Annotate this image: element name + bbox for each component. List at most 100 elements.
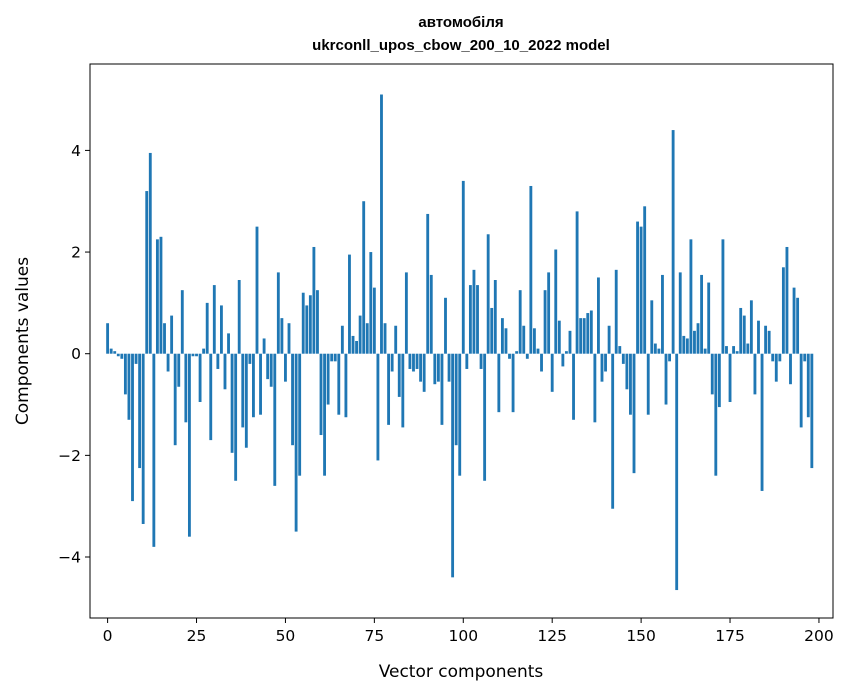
bar — [529, 185, 533, 354]
bar — [316, 290, 319, 354]
bar — [134, 353, 138, 364]
bar — [355, 341, 358, 354]
bar — [209, 353, 213, 441]
bar — [180, 290, 184, 354]
bar — [792, 287, 796, 354]
bar — [312, 246, 316, 354]
bar — [689, 239, 693, 354]
bar — [198, 353, 202, 402]
bar — [291, 353, 294, 446]
bar — [266, 353, 270, 380]
bar — [433, 353, 437, 385]
bar — [234, 353, 238, 481]
bar — [732, 346, 736, 354]
bar — [216, 353, 220, 369]
bar — [401, 353, 405, 428]
x-tick-label: 100 — [448, 627, 478, 645]
bar — [799, 353, 803, 428]
bar — [764, 325, 768, 354]
bar — [337, 353, 341, 415]
bar — [223, 353, 227, 390]
bar — [280, 318, 284, 354]
bar — [810, 353, 814, 469]
x-tick-label: 175 — [715, 627, 745, 645]
bar — [604, 353, 607, 372]
bar — [255, 226, 259, 354]
bar — [575, 211, 579, 354]
bar — [693, 330, 696, 354]
bar — [661, 274, 664, 354]
bar — [187, 353, 191, 537]
bar — [454, 353, 458, 446]
bar — [287, 323, 291, 354]
bar — [212, 285, 216, 354]
bar — [490, 307, 494, 354]
bar — [138, 353, 142, 469]
bar — [557, 320, 561, 354]
bar — [550, 353, 554, 392]
bar — [796, 297, 800, 354]
bar — [742, 315, 746, 354]
bar — [145, 191, 149, 354]
bar — [682, 335, 686, 354]
bar — [774, 353, 778, 382]
bar — [202, 348, 206, 354]
bar — [408, 353, 412, 369]
bar — [369, 252, 373, 354]
bar — [415, 353, 419, 369]
bar — [376, 353, 380, 461]
bar — [426, 213, 430, 354]
bar — [458, 353, 462, 476]
x-tick-label: 75 — [364, 627, 384, 645]
bar — [803, 353, 807, 362]
bar — [515, 351, 519, 354]
y-tick-label: 0 — [71, 345, 81, 363]
bar — [166, 353, 170, 372]
bar — [497, 353, 501, 413]
bar — [618, 346, 622, 354]
bar — [380, 94, 383, 354]
bar — [344, 353, 348, 418]
bar — [205, 302, 209, 354]
x-tick-label: 200 — [804, 627, 834, 645]
bar — [554, 249, 558, 354]
bar — [508, 353, 511, 359]
bar — [372, 287, 376, 354]
bar — [696, 323, 700, 354]
bar — [429, 274, 433, 354]
bar — [675, 353, 679, 591]
bar — [525, 353, 529, 359]
bar — [436, 353, 440, 382]
bar — [504, 328, 508, 354]
x-tick-label: 0 — [103, 627, 113, 645]
bar — [721, 239, 725, 354]
bar — [781, 267, 785, 354]
bar — [170, 315, 174, 354]
bar — [387, 353, 391, 425]
bar — [710, 353, 714, 395]
bar — [273, 353, 277, 486]
bar — [294, 353, 298, 532]
bar — [184, 353, 188, 423]
bar — [319, 353, 323, 436]
bar — [547, 272, 551, 354]
bar — [230, 353, 234, 453]
bar — [123, 353, 127, 395]
bar — [148, 152, 152, 354]
bar — [707, 282, 711, 354]
bar — [725, 346, 728, 354]
bar — [646, 353, 650, 415]
bar — [543, 290, 547, 354]
bar — [518, 290, 522, 354]
bar — [607, 325, 611, 354]
y-tick-label: −4 — [58, 549, 81, 567]
bar — [394, 325, 398, 354]
bar — [486, 234, 490, 354]
bar — [383, 323, 387, 354]
bar — [141, 353, 145, 524]
bar — [155, 239, 159, 354]
x-tick-label: 150 — [626, 627, 656, 645]
bar — [113, 351, 117, 354]
